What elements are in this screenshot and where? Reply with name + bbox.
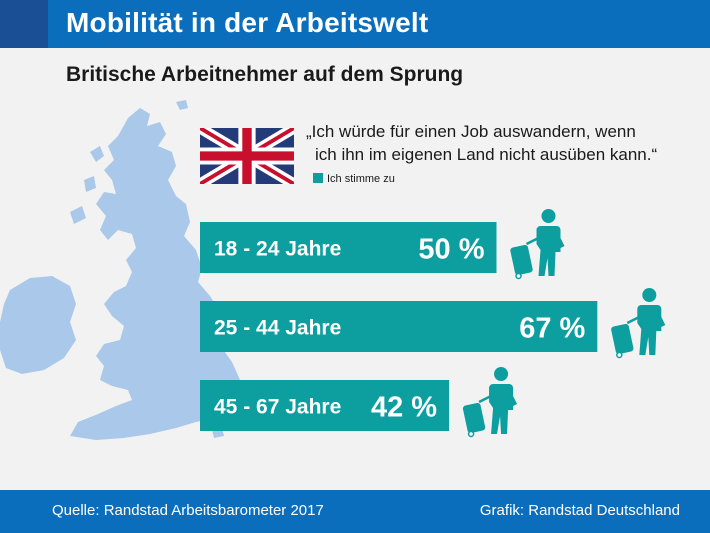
bar-category-label-2: 45 - 67 Jahre bbox=[214, 396, 341, 419]
traveler-with-suitcase-icon bbox=[462, 367, 518, 438]
footer-bar: Quelle: Randstad Arbeitsbarometer 2017 G… bbox=[0, 490, 710, 533]
header-bar: Mobilität in der Arbeitswelt bbox=[0, 0, 710, 48]
legend-label: Ich stimme zu bbox=[327, 173, 395, 185]
source-note: Quelle: Randstad Arbeitsbarometer 2017 bbox=[52, 502, 324, 519]
survey-question-line-2: ich ihn im eigenen Land nicht ausüben ka… bbox=[315, 145, 658, 164]
header-accent-strip bbox=[0, 0, 48, 48]
survey-question-line-1: „Ich würde für einen Job auswandern, wen… bbox=[306, 122, 636, 141]
bar-value-label-2: 42 % bbox=[371, 392, 437, 424]
bar-2 bbox=[200, 380, 450, 431]
uk-map-icon bbox=[0, 100, 248, 440]
graphic-credit: Grafik: Randstad Deutschland bbox=[479, 502, 680, 519]
page-title: Mobilität in der Arbeitswelt bbox=[66, 7, 429, 38]
bar-1 bbox=[200, 301, 598, 352]
legend: Ich stimme zu bbox=[313, 173, 395, 185]
bar-value-label-1: 67 % bbox=[519, 313, 585, 345]
survey-question: „Ich würde für einen Job auswandern, wen… bbox=[306, 120, 696, 166]
bar-value-label-0: 50 % bbox=[418, 234, 484, 266]
union-jack-icon bbox=[200, 128, 294, 184]
chart-subtitle: Britische Arbeitnehmer auf dem Sprung bbox=[66, 63, 464, 86]
traveler-with-suitcase-icon bbox=[510, 209, 565, 280]
legend-swatch bbox=[313, 173, 323, 183]
traveler-with-suitcase-icon bbox=[611, 288, 666, 359]
bar-0 bbox=[200, 222, 497, 273]
bar-category-label-1: 25 - 44 Jahre bbox=[214, 317, 341, 340]
bar-category-label-0: 18 - 24 Jahre bbox=[214, 238, 341, 261]
